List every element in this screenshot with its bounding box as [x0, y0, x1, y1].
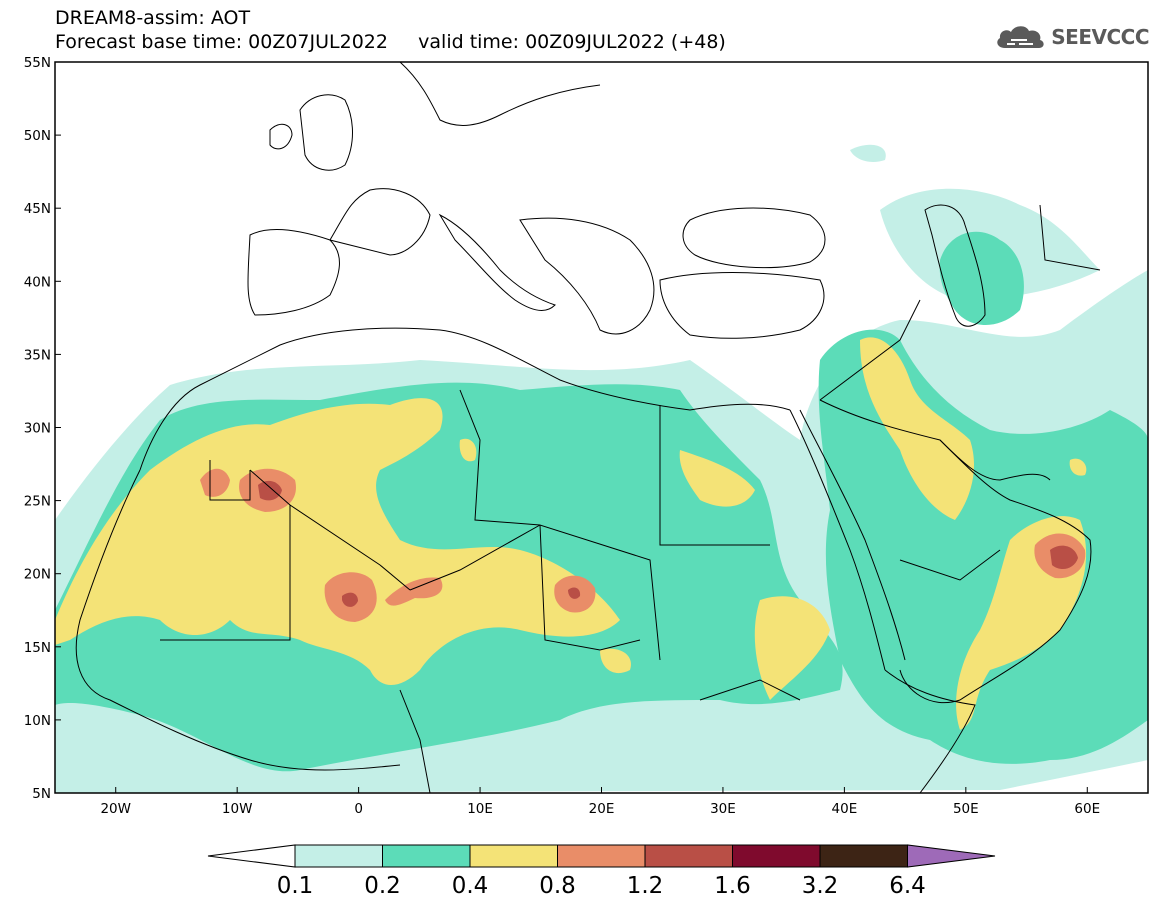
- lon-tick-label: 10W: [222, 801, 253, 817]
- lon-tick-label: 0: [354, 801, 363, 817]
- colorbar-segment: [382, 844, 471, 868]
- lat-tick-label: 40N: [24, 274, 51, 290]
- colorbar-label: 0.8: [539, 873, 576, 899]
- colorbar-label: 6.4: [889, 873, 926, 899]
- forecast-times: Forecast base time: 00Z07JUL2022 valid t…: [55, 31, 726, 53]
- colorbar-label: 0.4: [452, 873, 489, 899]
- lon-tick-label: 60E: [1074, 801, 1100, 817]
- aot-field: [55, 62, 1148, 793]
- colorbar-label: 0.2: [364, 873, 401, 899]
- logo-text: SEEVCCC: [1051, 25, 1149, 49]
- cloud-icon: [997, 26, 1044, 48]
- lat-tick-label: 45N: [24, 201, 51, 217]
- latitude-axis: 55N 50N 45N 40N 35N 30N 25N 20N 15N 10N 5N: [24, 55, 61, 802]
- colorbar-label: 0.1: [277, 873, 314, 899]
- lat-tick-label: 15N: [24, 640, 51, 656]
- lat-tick-label: 35N: [24, 347, 51, 363]
- lon-tick-label: 20E: [589, 801, 615, 817]
- colorbar-segment: [294, 844, 383, 868]
- lon-tick-label: 20W: [100, 801, 131, 817]
- colorbar-label: 3.2: [802, 873, 839, 899]
- colorbar-segment: [557, 844, 646, 868]
- colorbar-high-arrow: [907, 844, 996, 868]
- lat-tick-label: 50N: [24, 128, 51, 144]
- lat-tick-label: 30N: [24, 421, 51, 437]
- lat-tick-label: 5N: [32, 786, 51, 802]
- colorbar-segment: [819, 844, 908, 868]
- colorbar-segment: [732, 844, 821, 868]
- colorbar-low-arrow: [207, 844, 296, 868]
- map-header: DREAM8-assim: AOT Forecast base time: 00…: [55, 6, 726, 54]
- lat-tick-label: 20N: [24, 567, 51, 583]
- country-borders: [75, 62, 1101, 793]
- colorbar-label: 1.2: [627, 873, 664, 899]
- lon-tick-label: 50E: [953, 801, 979, 817]
- lat-tick-label: 10N: [24, 713, 51, 729]
- lat-tick-label: 55N: [24, 55, 51, 71]
- product-title: DREAM8-assim: AOT: [55, 7, 251, 29]
- lat-tick-label: 25N: [24, 494, 51, 510]
- lon-tick-label: 30E: [710, 801, 736, 817]
- lon-tick-label: 10E: [467, 801, 493, 817]
- longitude-axis: 20W 10W 0 10E 20E 30E 40E 50E 60E: [100, 787, 1100, 817]
- colorbar-label: 1.6: [714, 873, 751, 899]
- seevccc-logo: SEEVCCC: [993, 22, 1149, 52]
- colorbar-segment: [644, 844, 733, 868]
- colorbar: 0.1 0.2 0.4 0.8 1.2 1.6 3.2 6.4: [207, 844, 996, 899]
- colorbar-segment: [469, 844, 558, 868]
- lon-tick-label: 40E: [832, 801, 858, 817]
